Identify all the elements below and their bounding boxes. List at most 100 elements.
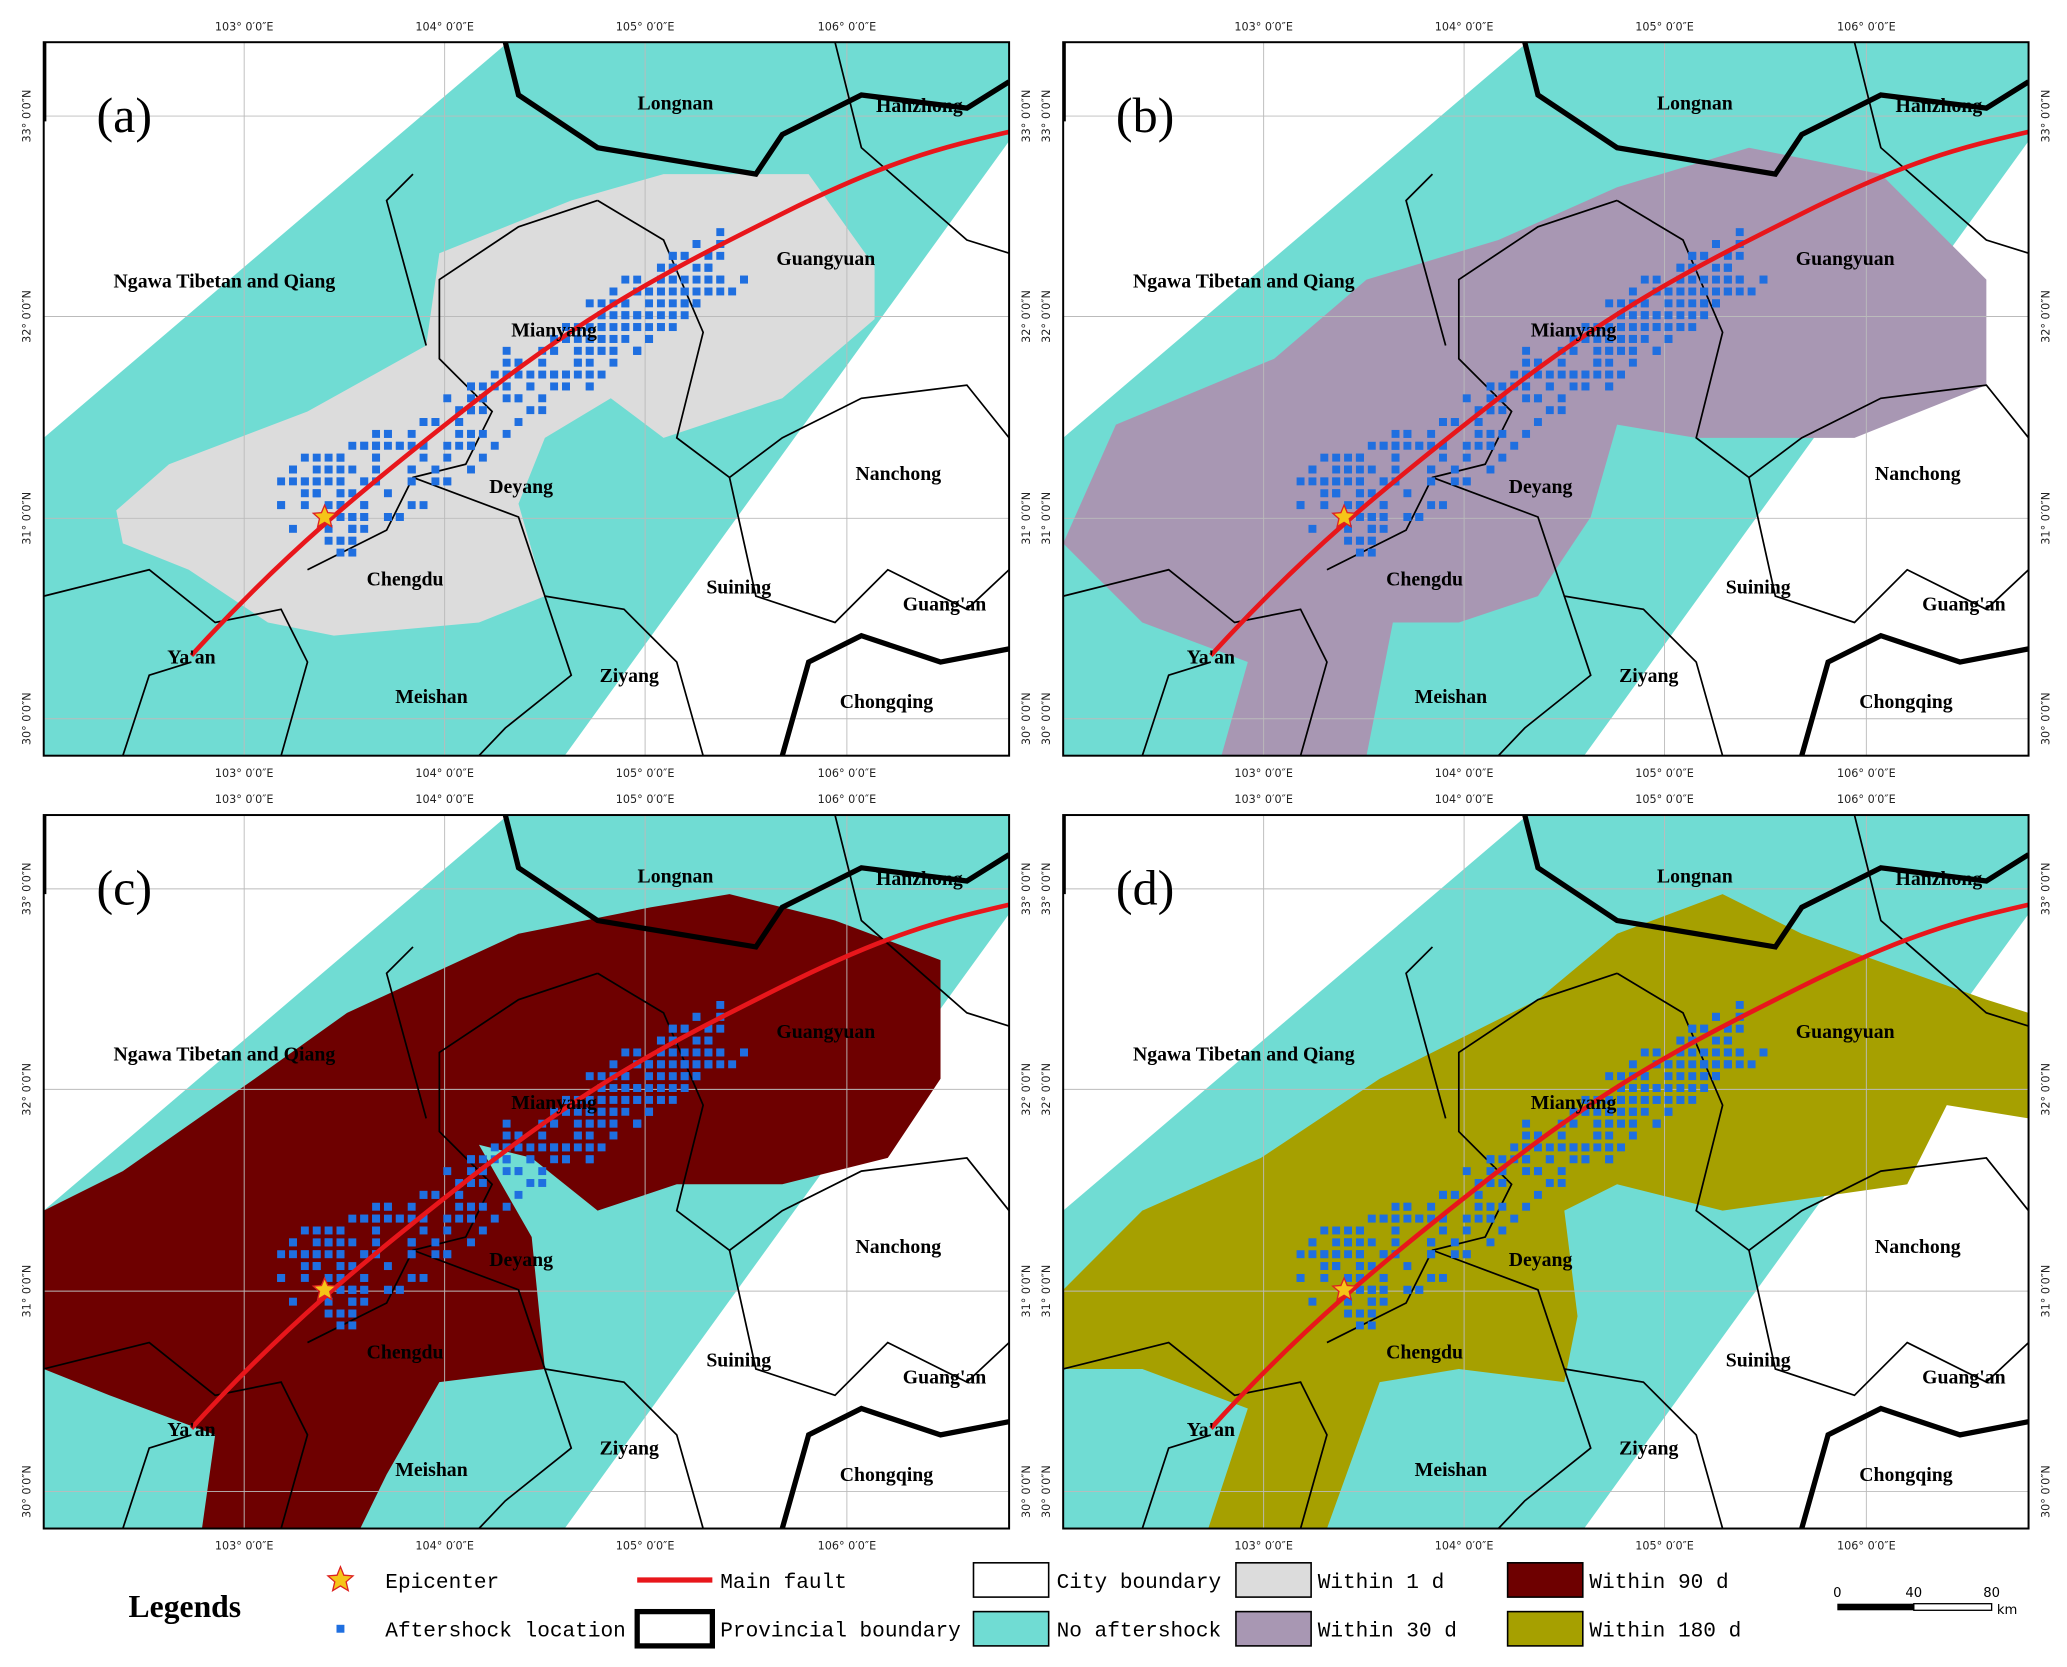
aftershock [360, 1297, 369, 1306]
city-boundary [1405, 946, 1447, 1119]
aftershock [300, 1262, 309, 1271]
longitude-label: 103° 0′0″E [215, 20, 274, 33]
aftershock [1403, 429, 1412, 438]
aftershock [1427, 1250, 1436, 1259]
city-label: Meishan [1415, 686, 1487, 708]
aftershock [1617, 1095, 1625, 1104]
latitude-label: 32° 0′0″N [1020, 290, 1033, 343]
city-label: Chongqing [840, 1464, 934, 1486]
aftershock [1593, 334, 1602, 343]
aftershock [1332, 1238, 1341, 1247]
aftershock [467, 1238, 475, 1247]
map-body: Longnan Hanzhong Ngawa Tibetan and Qiang Gu… [43, 42, 1010, 756]
aftershock [562, 1095, 570, 1104]
aftershock [1605, 1143, 1614, 1152]
aftershock [1617, 311, 1625, 320]
aftershock [324, 1238, 333, 1247]
city-boundary [1748, 1250, 2029, 1397]
aftershock [1367, 1262, 1376, 1271]
aftershock [1605, 358, 1614, 367]
city-boundary [1141, 1434, 1212, 1529]
aftershock [1640, 1107, 1649, 1116]
aftershock [360, 524, 369, 533]
aftershock [467, 429, 475, 438]
aftershock [1439, 501, 1447, 510]
aftershock [704, 263, 713, 272]
aftershock [502, 1202, 511, 1211]
aftershock [621, 323, 630, 332]
aftershock [1533, 358, 1542, 367]
aftershock [407, 1238, 416, 1247]
aftershock [538, 358, 547, 367]
longitude-label: 106° 0′0″E [818, 767, 877, 780]
aftershock [1593, 358, 1602, 367]
aftershock [1344, 465, 1352, 474]
aftershock [680, 287, 689, 296]
longitude-label: 104° 0′0″E [415, 793, 474, 806]
aftershock [1545, 370, 1554, 379]
aftershock [538, 394, 547, 403]
aftershock [1379, 477, 1388, 486]
aftershock [502, 1155, 511, 1164]
aftershock [1569, 370, 1578, 379]
aftershock [1605, 1107, 1614, 1116]
aftershock [538, 1131, 547, 1140]
aftershock [1557, 406, 1566, 415]
city-boundary [1748, 477, 2029, 624]
provincial-boundary [779, 1405, 1010, 1529]
aftershock [348, 465, 357, 474]
aftershock [407, 1250, 416, 1259]
aftershock [1664, 1060, 1673, 1069]
aftershock [1712, 1036, 1720, 1045]
aftershock [1462, 1250, 1471, 1259]
map-body: Longnan Hanzhong Ngawa Tibetan and Qiang Gu… [1063, 42, 2029, 756]
epicenter [1331, 1276, 1358, 1301]
longitude-label: 103° 0′0″E [1234, 1540, 1293, 1553]
aftershock [1355, 1273, 1364, 1282]
aftershock [348, 1214, 357, 1223]
latitude-label: 31° 0′0″N [2040, 492, 2053, 545]
aftershock [621, 1048, 630, 1057]
city-label: Nanchong [1875, 1236, 1961, 1258]
aftershock [1569, 1119, 1578, 1128]
aftershock [1450, 465, 1459, 474]
longitude-label: 106° 0′0″E [1837, 20, 1896, 33]
aftershock [348, 1309, 357, 1318]
aftershock [609, 1095, 618, 1104]
aftershock [680, 1084, 689, 1092]
aftershock [514, 418, 523, 426]
aftershock [668, 251, 677, 260]
city-label: Chongqing [840, 691, 934, 713]
aftershock [562, 382, 570, 391]
aftershock [550, 382, 559, 391]
aftershock [1427, 465, 1436, 474]
aftershock [1593, 346, 1602, 355]
aftershock [1308, 465, 1317, 474]
city-label: Deyang [489, 476, 553, 498]
aftershock [1688, 1084, 1697, 1092]
aftershock [360, 1273, 369, 1282]
aftershock [1462, 394, 1471, 403]
longitude-label: 105° 0′0″E [616, 767, 675, 780]
latitude-label: 33° 0′0″N [1040, 862, 1053, 915]
aftershock [502, 394, 511, 403]
aftershock [621, 1072, 630, 1081]
aftershock [360, 1285, 369, 1294]
aftershock [1688, 251, 1697, 260]
aftershock [1296, 501, 1305, 510]
legend-aftershock [336, 1624, 345, 1633]
aftershock [431, 1238, 440, 1247]
aftershock [336, 465, 345, 474]
city-boundary [478, 1368, 573, 1529]
latitude-label: 33° 0′0″N [1020, 90, 1033, 143]
aftershock [716, 1060, 725, 1069]
aftershock [1676, 263, 1685, 272]
aftershock [372, 1238, 381, 1247]
panel-label: (c) [96, 860, 152, 916]
aftershock [680, 299, 689, 308]
aftershock [1605, 370, 1614, 379]
city-boundary [1497, 595, 1592, 756]
aftershock [467, 465, 475, 474]
aftershock [585, 346, 594, 355]
aftershock [668, 1048, 677, 1057]
